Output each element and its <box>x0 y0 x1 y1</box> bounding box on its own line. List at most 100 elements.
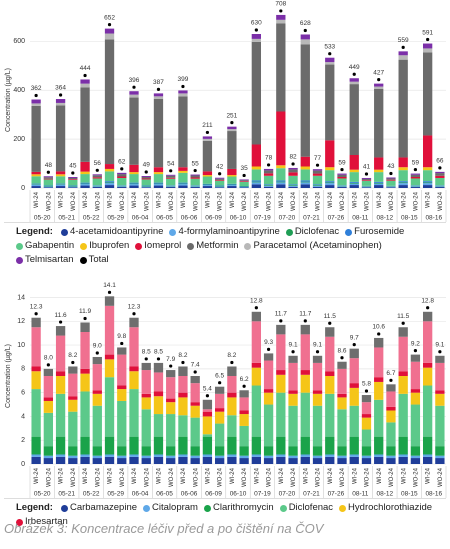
bar-segment <box>31 174 41 177</box>
total-label: 449 <box>349 64 360 71</box>
bar-segment <box>288 172 298 176</box>
bar-segment <box>263 185 274 187</box>
bar-segment <box>43 179 54 186</box>
bar-segment <box>178 366 188 376</box>
group-label: 07-20 <box>279 491 296 498</box>
bar-segment <box>166 178 176 186</box>
bar-segment <box>374 436 384 455</box>
legend-swatch <box>279 504 287 512</box>
bar-segment <box>410 178 421 186</box>
legend-item: Metformin <box>187 240 238 252</box>
total-marker <box>401 321 405 325</box>
bar-segment <box>92 186 102 188</box>
bar-segment <box>31 436 41 455</box>
total-label: 66 <box>436 158 444 165</box>
group-label: 07-20 <box>279 215 296 222</box>
total-label: 6.7 <box>386 370 395 377</box>
total-marker <box>279 319 283 323</box>
legend-item: 4-acetamidoantipyrine <box>60 226 163 238</box>
bar-segment <box>129 184 139 186</box>
bar-segment <box>129 366 139 372</box>
legend-swatch <box>80 242 88 250</box>
bar-segment <box>374 89 384 158</box>
bar-segment <box>166 186 176 188</box>
bar-segment <box>68 186 78 188</box>
bar-segment <box>361 458 372 464</box>
bar-segment <box>153 456 164 464</box>
x-tick-label: WI-24 <box>230 191 236 208</box>
total-label: 211 <box>202 122 213 129</box>
bar-segment <box>337 178 347 186</box>
bar-segment <box>300 180 310 182</box>
y-tick-label: 12 <box>17 318 25 325</box>
total-label: 6.2 <box>240 376 249 383</box>
legend-item: Total <box>79 254 109 266</box>
bar-segment <box>422 43 433 49</box>
bar-segment <box>337 455 347 459</box>
bar-segment <box>104 354 115 360</box>
bar-segment <box>153 174 164 183</box>
total-label: 43 <box>387 163 395 170</box>
bar-segment <box>190 446 200 456</box>
bar-segment <box>263 173 274 176</box>
bar-segment <box>288 185 298 187</box>
y-tick-label: 0 <box>21 461 25 468</box>
group-label: 08-11 <box>352 491 369 498</box>
bar-segment <box>227 129 237 132</box>
bar-segment <box>374 185 384 188</box>
bar-segment <box>80 332 90 369</box>
total-marker <box>144 357 148 361</box>
group-label: 07-26 <box>328 215 345 222</box>
bar-segment <box>43 376 54 398</box>
x-tick-label: WI-24 <box>83 467 89 484</box>
bar-segment <box>386 391 396 407</box>
legend-item: Carbamazepine <box>60 502 137 514</box>
bar-segment <box>410 392 421 405</box>
bar-segment <box>300 39 310 45</box>
legend: Legend: 4-acetamidoantipyrine 4-formylamin… <box>4 222 446 266</box>
total-marker <box>352 72 356 76</box>
bar-segment <box>251 436 262 455</box>
bar-segment <box>422 385 433 437</box>
bar-segment <box>190 177 200 179</box>
bar-segment <box>129 164 139 173</box>
bar-segment <box>190 178 200 186</box>
bar-segment <box>214 186 225 188</box>
bar-segment <box>202 436 213 455</box>
x-tick-label: WO-24 <box>413 467 419 487</box>
bar-segment <box>141 393 151 398</box>
bar-segment <box>263 168 274 171</box>
total-label: 9.7 <box>350 334 359 341</box>
bar-segment <box>92 364 102 391</box>
bar-segment <box>104 185 115 188</box>
total-marker <box>58 320 63 324</box>
bar-segment <box>325 140 335 168</box>
bar-segment <box>374 181 384 183</box>
x-tick-label: WI-24 <box>157 191 163 208</box>
legend-item: Hydrochlorothiazide <box>339 502 432 514</box>
bar-segment <box>410 389 421 393</box>
group-label: 06-06 <box>181 215 198 222</box>
bar-segment <box>300 370 310 375</box>
bar-segment <box>251 38 262 42</box>
bar-segment <box>325 436 335 455</box>
bar-segment <box>288 175 298 185</box>
total-label: 8.5 <box>142 349 151 356</box>
bar-segment <box>43 178 54 180</box>
bar-segment <box>68 177 78 178</box>
bar-segment <box>263 184 274 186</box>
bar-segment <box>410 354 421 362</box>
y-tick-label: 4 <box>21 413 25 420</box>
bar-segment <box>104 456 115 464</box>
total-label: 628 <box>300 20 311 27</box>
bar-segment <box>153 184 164 186</box>
bar-segment <box>251 144 262 167</box>
bar-segment <box>361 180 372 181</box>
bar-segment <box>129 182 139 184</box>
bar-segment <box>141 397 151 410</box>
x-tick-label: WI-24 <box>108 467 114 484</box>
bar-segment <box>325 64 335 141</box>
bar-segment <box>214 386 225 394</box>
bar-segment <box>80 436 90 455</box>
total-marker <box>181 360 185 365</box>
